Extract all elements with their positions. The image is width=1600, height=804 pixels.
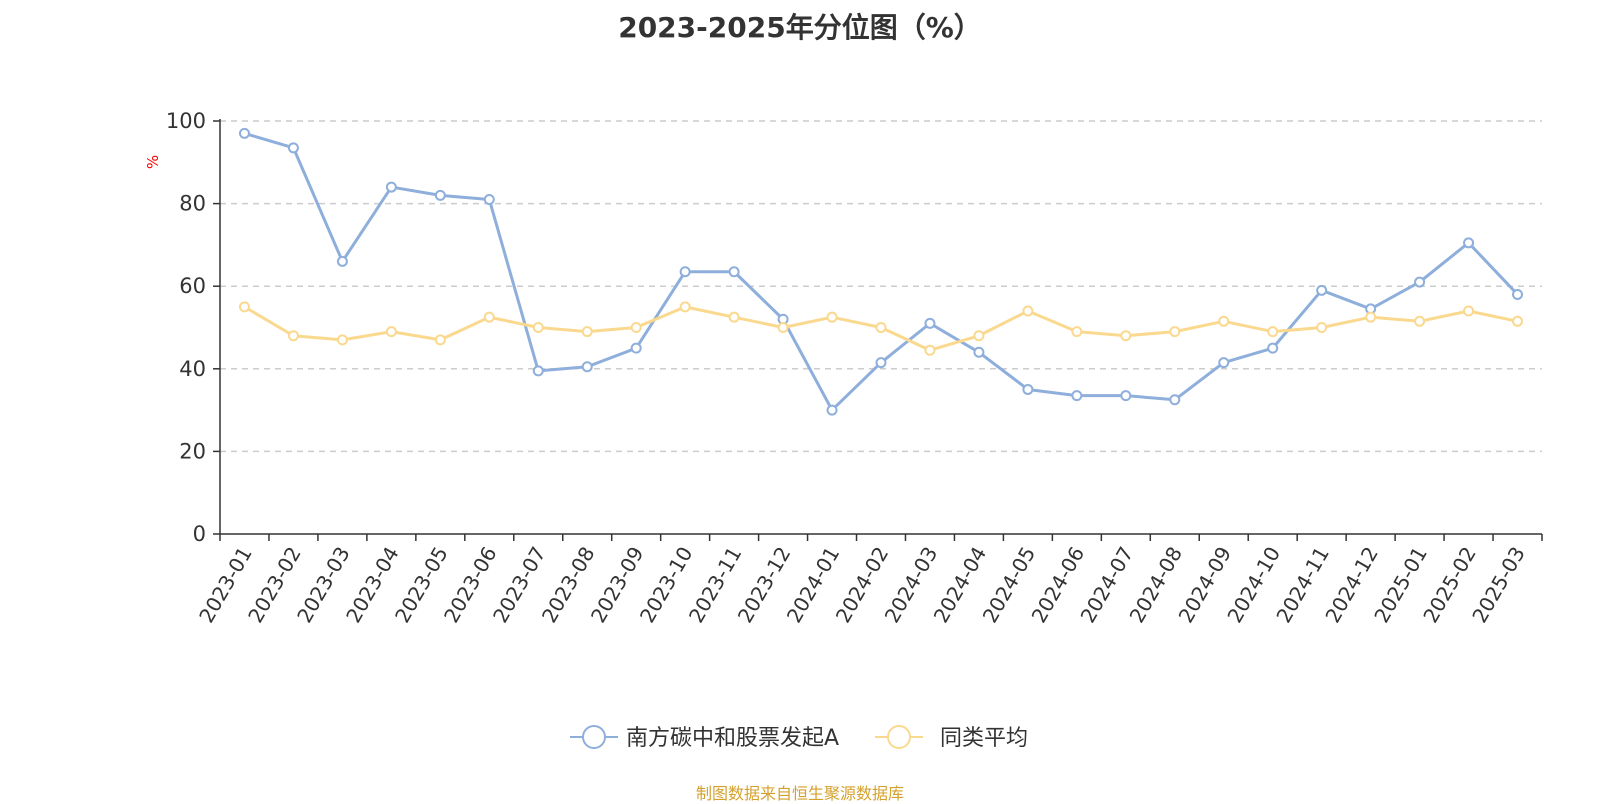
series-0-point[interactable] <box>728 266 740 278</box>
series-1-point[interactable] <box>434 334 446 346</box>
series-1-point[interactable] <box>483 311 495 323</box>
data-source-note: 制图数据来自恒生聚源数据库 <box>695 784 904 803</box>
series-0-point[interactable] <box>1463 237 1475 249</box>
series-1-point[interactable] <box>385 326 397 338</box>
series-0-point[interactable] <box>1120 390 1132 402</box>
series-1-point[interactable] <box>1267 326 1279 338</box>
series-0-point[interactable] <box>385 181 397 193</box>
legend: 南方碳中和股票发起A 同类平均 <box>570 725 1028 751</box>
series-0-point[interactable] <box>581 361 593 373</box>
y-axis-unit-label: % <box>144 155 162 169</box>
x-tick-labels: 2023-012023-022023-032023-042023-052023-… <box>194 543 1530 627</box>
series-1-point[interactable] <box>1218 315 1230 327</box>
series-0-point[interactable] <box>826 404 838 416</box>
y-tick-label: 80 <box>179 192 206 216</box>
y-tick-labels: 0 20 40 60 80 100 <box>166 109 206 546</box>
series-0-point[interactable] <box>483 193 495 205</box>
legend-label-1[interactable]: 同类平均 <box>940 726 1028 751</box>
y-tick-label: 60 <box>179 274 206 298</box>
series-0-point[interactable] <box>973 346 985 358</box>
series-0-point[interactable] <box>1022 383 1034 395</box>
series-0-point[interactable] <box>434 189 446 201</box>
series-1-point[interactable] <box>875 322 887 333</box>
series-0-point[interactable] <box>1169 394 1181 406</box>
series-0-point[interactable] <box>1267 342 1279 354</box>
axes: % <box>144 119 1543 541</box>
series-1-point[interactable] <box>581 326 593 338</box>
series-0-point[interactable] <box>875 357 887 369</box>
grid-lines <box>220 120 1542 453</box>
series-1-point[interactable] <box>1120 330 1132 342</box>
series-0-point[interactable] <box>630 342 642 354</box>
series-1-point[interactable] <box>1463 305 1475 317</box>
series-1-point[interactable] <box>1414 315 1426 327</box>
series-0-point[interactable] <box>1414 276 1426 288</box>
series-1-point[interactable] <box>826 311 838 323</box>
series-1-point[interactable] <box>532 322 544 333</box>
series-0-point[interactable] <box>1512 288 1524 300</box>
y-tick-label: 100 <box>166 109 206 133</box>
series-lines <box>238 127 1524 416</box>
series-1-point[interactable] <box>1169 326 1181 338</box>
series-1-point[interactable] <box>924 344 936 356</box>
series-1-point[interactable] <box>1512 315 1524 327</box>
chart-title: 2023-2025年分位图（%） <box>618 11 982 44</box>
legend-label-0[interactable]: 南方碳中和股票发起A <box>626 726 839 751</box>
series-1-point[interactable] <box>777 322 789 333</box>
y-tick-label: 40 <box>179 357 206 381</box>
series-1-point[interactable] <box>728 311 740 323</box>
series-0-point[interactable] <box>924 317 936 329</box>
series-1-point[interactable] <box>679 301 691 313</box>
legend-marker-1[interactable] <box>887 725 911 749</box>
series-0-point[interactable] <box>238 127 250 139</box>
series-0-point[interactable] <box>287 142 299 154</box>
series-1-point[interactable] <box>238 301 250 313</box>
series-0-point[interactable] <box>1316 284 1328 296</box>
series-1-point[interactable] <box>287 330 299 342</box>
legend-marker-0[interactable] <box>582 725 606 749</box>
series-1-point[interactable] <box>630 322 642 333</box>
series-1-point[interactable] <box>1365 311 1377 323</box>
series-0-point[interactable] <box>532 365 544 377</box>
series-1-point[interactable] <box>973 330 985 342</box>
series-0-point[interactable] <box>336 255 348 267</box>
series-0-point[interactable] <box>679 266 691 278</box>
y-tick-label: 20 <box>179 439 206 463</box>
series-1-point[interactable] <box>1316 322 1328 333</box>
series-0-point[interactable] <box>1218 357 1230 369</box>
y-tick-label: 0 <box>193 522 206 546</box>
series-0-point[interactable] <box>1071 390 1083 402</box>
series-1-point[interactable] <box>1022 305 1034 317</box>
series-1-point[interactable] <box>336 334 348 346</box>
series-1-point[interactable] <box>1071 326 1083 338</box>
